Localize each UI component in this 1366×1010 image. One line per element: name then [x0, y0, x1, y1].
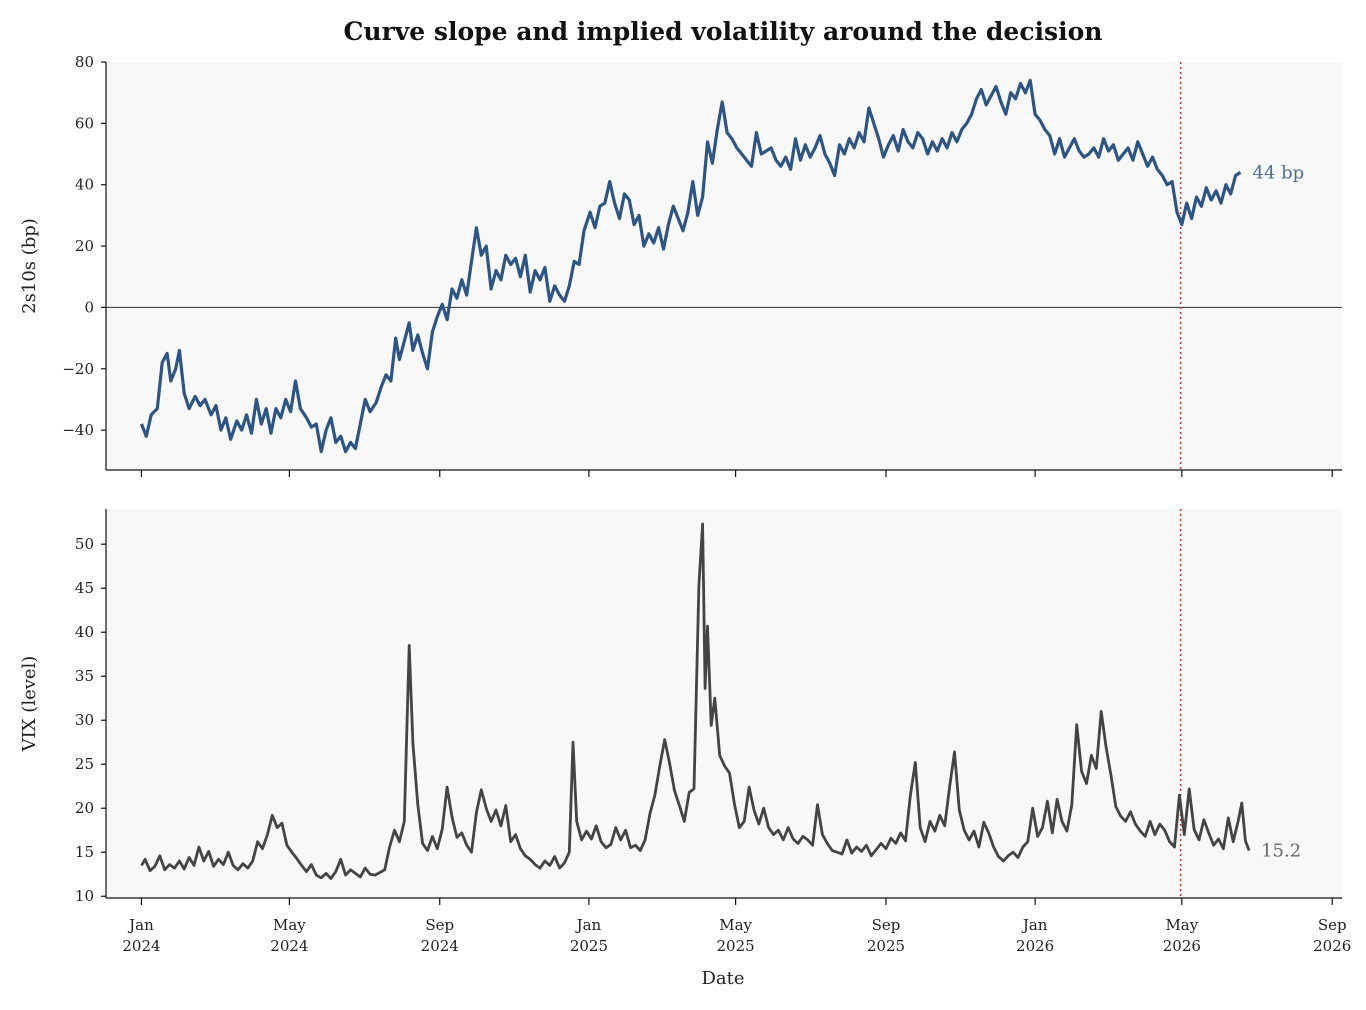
- x-tick-label: 2024: [270, 937, 308, 955]
- x-tick-label: 2026: [1163, 937, 1201, 955]
- x-axis-label: Date: [701, 968, 744, 989]
- y-tick-label: 10: [75, 887, 94, 905]
- x-tick-label: 2025: [867, 937, 905, 955]
- y-axis-label: 2s10s (bp): [19, 218, 40, 314]
- x-tick-label: Sep: [425, 916, 454, 934]
- y-tick-label: 50: [75, 535, 94, 553]
- x-tick-label: May: [719, 916, 752, 934]
- x-tick-label: 2026: [1016, 937, 1054, 955]
- y-tick-label: 45: [75, 579, 94, 597]
- x-tick-label: May: [1165, 916, 1198, 934]
- x-tick-label: Jan: [575, 916, 602, 934]
- y-tick-label: 80: [75, 53, 94, 71]
- y-tick-label: 60: [75, 114, 94, 132]
- x-tick-label: 2025: [717, 937, 755, 955]
- series-line: [140, 522, 1251, 880]
- y-tick-label: 35: [75, 667, 94, 685]
- y-tick-label: 40: [75, 176, 94, 194]
- x-tick-label: Sep: [872, 916, 901, 934]
- y-tick-label: 0: [84, 298, 94, 316]
- end-value-label: 15.2: [1261, 840, 1301, 861]
- y-tick-label: 40: [75, 623, 94, 641]
- slope-panel: 44 bp −40 −20 0 20 40 60 80 2s10s (bp): [19, 53, 1342, 477]
- x-tick-label: 2024: [421, 937, 459, 955]
- y-tick-label: −40: [62, 421, 94, 439]
- y-tick-label: 20: [75, 237, 94, 255]
- y-axis-label: VIX (level): [19, 656, 40, 753]
- x-tick-label: 2026: [1313, 937, 1351, 955]
- y-tick-label: 25: [75, 755, 94, 773]
- end-value-label: 44 bp: [1253, 162, 1305, 183]
- plot-background: [106, 509, 1342, 898]
- y-tick-label: 20: [75, 799, 94, 817]
- y-tick-label: −20: [62, 360, 94, 378]
- x-tick-label: Sep: [1318, 916, 1347, 934]
- x-tick-label: 2025: [570, 937, 608, 955]
- chart-title: Curve slope and implied volatility aroun…: [344, 17, 1103, 46]
- y-tick-label: 30: [75, 711, 94, 729]
- x-tick-label: Jan: [127, 916, 154, 934]
- series-line: [140, 78, 1242, 454]
- x-tick-label: 2024: [122, 937, 160, 955]
- y-tick-label: 15: [75, 843, 94, 861]
- x-tick-label: May: [273, 916, 306, 934]
- plot-background: [106, 62, 1342, 470]
- x-tick-label: Jan: [1021, 916, 1048, 934]
